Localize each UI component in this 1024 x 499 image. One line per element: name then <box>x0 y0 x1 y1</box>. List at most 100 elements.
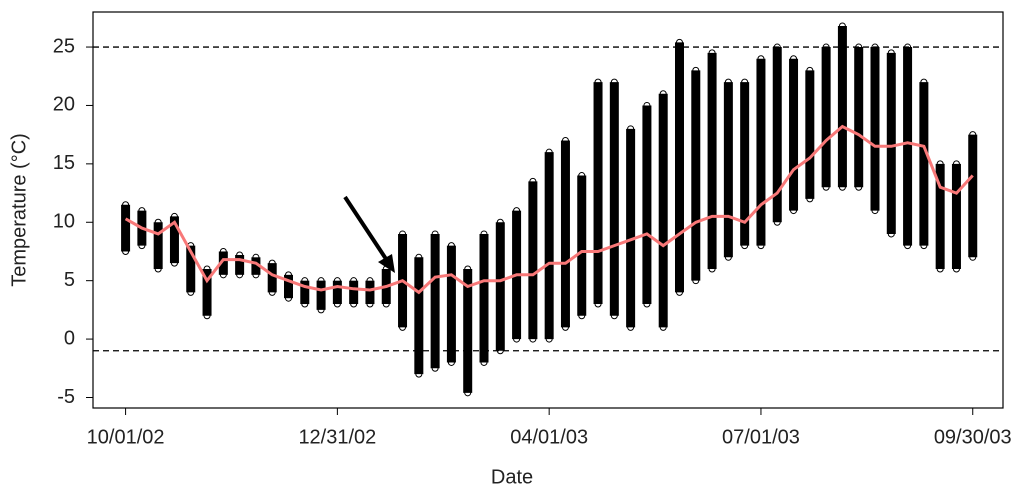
reading-point <box>952 265 960 273</box>
y-axis-label: Temperature (°C) <box>8 133 30 287</box>
y-tick-label: 10 <box>53 211 75 233</box>
reading-point <box>822 183 830 191</box>
reading-point <box>610 78 618 86</box>
reading-point <box>545 335 553 343</box>
reading-point <box>724 78 732 86</box>
reading-point <box>301 300 309 308</box>
reading-point <box>594 78 602 86</box>
reading-point <box>219 247 227 255</box>
reading-point <box>301 277 309 285</box>
reading-point <box>773 43 781 51</box>
reading-point <box>806 66 814 74</box>
reading-point <box>627 125 635 133</box>
reading-point <box>366 300 374 308</box>
annotation-arrow <box>343 195 390 264</box>
reading-point <box>659 323 667 331</box>
reading-point <box>610 312 618 320</box>
reading-point <box>692 66 700 74</box>
reading-point <box>838 22 846 30</box>
reading-point <box>692 277 700 285</box>
reading-point <box>790 55 798 63</box>
reading-point <box>643 101 651 109</box>
reading-point <box>480 230 488 238</box>
reading-point <box>138 242 146 250</box>
reading-point <box>431 364 439 372</box>
y-tick-label: 5 <box>64 269 75 291</box>
reading-point <box>513 335 521 343</box>
reading-point <box>399 230 407 238</box>
daily-mean-line <box>124 124 974 295</box>
reading-point <box>920 242 928 250</box>
reading-point <box>170 259 178 267</box>
reading-point <box>806 195 814 203</box>
y-tick-label: 0 <box>64 327 75 349</box>
x-tick-label: 10/01/02 <box>87 426 165 448</box>
reading-point <box>170 212 178 220</box>
reading-point <box>333 277 341 285</box>
reading-point <box>252 253 260 261</box>
reading-point <box>496 218 504 226</box>
reading-point <box>838 183 846 191</box>
reading-point <box>203 265 211 273</box>
reading-point <box>187 288 195 296</box>
reading-point <box>594 300 602 308</box>
reading-point <box>757 55 765 63</box>
y-tick-label: 20 <box>53 94 75 116</box>
y-tick-label: 15 <box>53 152 75 174</box>
reading-point <box>529 177 537 185</box>
reading-point <box>350 277 358 285</box>
reading-point <box>627 323 635 331</box>
y-tick-label: 25 <box>53 35 75 57</box>
reading-point <box>236 271 244 279</box>
reading-point <box>122 201 130 209</box>
reading-point <box>154 218 162 226</box>
reading-point <box>447 242 455 250</box>
reading-point <box>659 90 667 98</box>
plot-frame <box>92 11 1004 409</box>
reading-point <box>284 294 292 302</box>
reading-point <box>480 358 488 366</box>
reading-point <box>236 251 244 259</box>
reading-point <box>203 312 211 320</box>
reading-point <box>284 271 292 279</box>
reading-point <box>561 323 569 331</box>
reading-point <box>268 288 276 296</box>
reading-point <box>969 253 977 261</box>
reading-point <box>887 49 895 57</box>
reading-point <box>382 265 390 273</box>
reading-point <box>578 172 586 180</box>
reading-point <box>399 323 407 331</box>
reading-point <box>578 312 586 320</box>
reading-point <box>936 265 944 273</box>
reading-point <box>415 370 423 378</box>
reading-point <box>219 271 227 279</box>
reading-point <box>138 207 146 215</box>
reading-point <box>317 277 325 285</box>
reading-point <box>936 160 944 168</box>
reading-point <box>268 259 276 267</box>
reading-point <box>154 265 162 273</box>
annotation-arrowhead <box>378 254 395 273</box>
reading-point <box>447 358 455 366</box>
x-tick-label: 09/30/03 <box>934 426 1012 448</box>
reading-point <box>366 277 374 285</box>
reading-point <box>333 300 341 308</box>
reading-point <box>431 230 439 238</box>
reading-point <box>708 265 716 273</box>
y-tick-label: -5 <box>57 386 75 408</box>
reading-point <box>920 78 928 86</box>
reading-point <box>464 389 472 397</box>
x-tick-label: 04/01/03 <box>510 426 588 448</box>
reading-point <box>675 288 683 296</box>
reading-point <box>382 300 390 308</box>
reading-point <box>855 183 863 191</box>
reading-point <box>871 207 879 215</box>
reading-point <box>415 253 423 261</box>
reading-point <box>741 242 749 250</box>
reading-point <box>122 247 130 255</box>
reading-point <box>529 335 537 343</box>
reading-point <box>904 242 912 250</box>
reading-point <box>317 306 325 314</box>
reading-point <box>496 347 504 355</box>
reading-point <box>952 160 960 168</box>
